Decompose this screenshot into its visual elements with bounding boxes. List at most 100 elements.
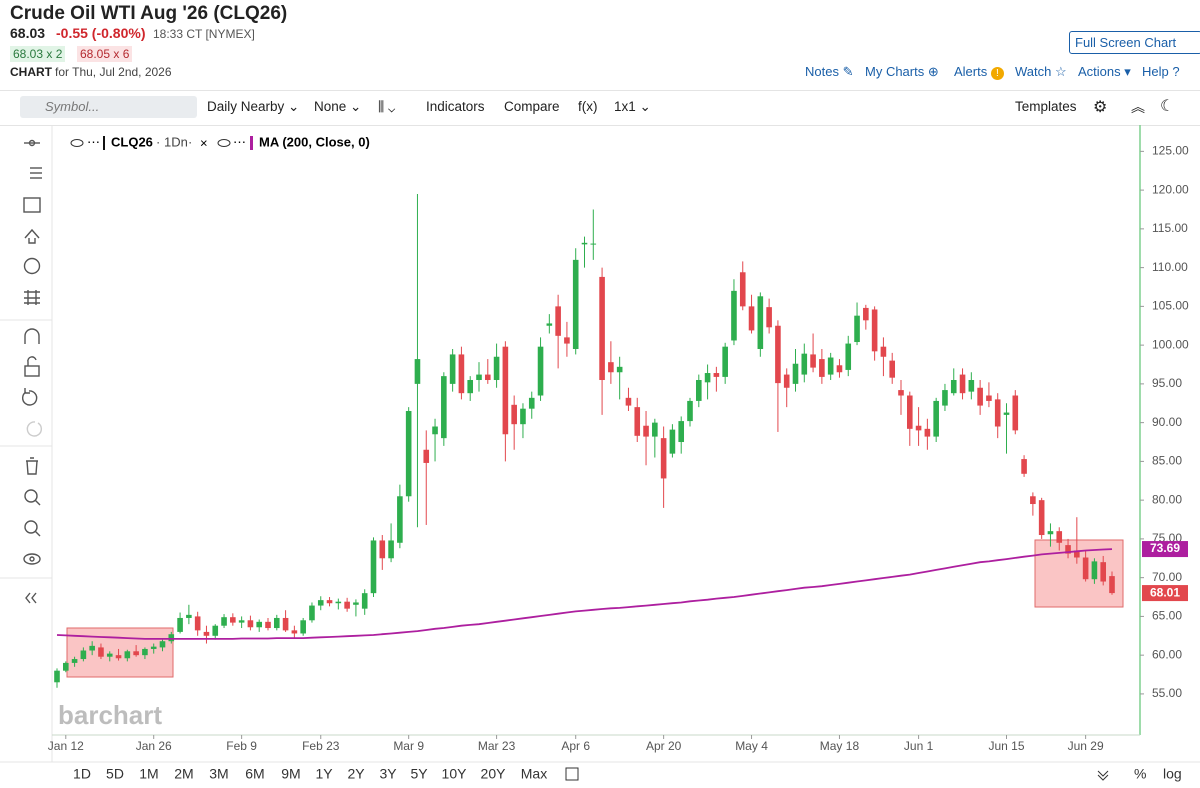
candle-body	[950, 380, 957, 394]
candle-body	[643, 425, 649, 437]
range-button[interactable]: 10Y	[442, 766, 468, 782]
candle-body	[238, 620, 245, 623]
alerts-label: Alerts	[954, 64, 988, 79]
eye-icon[interactable]	[70, 139, 84, 147]
symbol-placeholder: Symbol...	[45, 99, 100, 114]
x-tick-label: Mar 9	[393, 739, 424, 753]
tool-icon[interactable]	[24, 365, 40, 377]
theme-icon[interactable]: ☾	[1160, 98, 1175, 115]
candle-body	[203, 631, 210, 636]
collapse-icon[interactable]: ︽	[1131, 99, 1145, 115]
full-screen-button[interactable]: Full Screen Chart	[1069, 31, 1200, 54]
tool-icon[interactable]	[34, 499, 41, 506]
tool-icon[interactable]	[29, 556, 35, 562]
tool-icon[interactable]	[23, 553, 41, 565]
tool-icon[interactable]	[24, 228, 40, 244]
legend-close[interactable]: ×	[200, 135, 208, 150]
last-price: 68.03	[10, 25, 46, 41]
ma-price-tag	[1142, 541, 1188, 558]
actions-link[interactable]: Actions ▾	[1078, 64, 1131, 79]
candle-body	[449, 354, 456, 384]
candle-body	[98, 647, 104, 657]
candle-body	[695, 380, 702, 401]
range-button[interactable]: 20Y	[481, 766, 507, 782]
tool-icon[interactable]	[26, 457, 38, 475]
tool-icon[interactable]	[25, 592, 37, 604]
range-button[interactable]: 1D	[73, 766, 91, 782]
range-button[interactable]: 3M	[209, 766, 228, 782]
tool-icon[interactable]	[26, 421, 43, 437]
x-tick-label: Feb 23	[302, 739, 340, 753]
candle-body	[256, 621, 263, 628]
symbol-input[interactable]: Symbol...	[20, 96, 197, 118]
eye-icon[interactable]	[217, 139, 231, 147]
chart-type-button[interactable]: ⫼ ⌄	[378, 99, 396, 114]
range-button[interactable]: 2Y	[347, 766, 365, 782]
range-button[interactable]: 5D	[106, 766, 124, 782]
candle-body	[757, 296, 764, 350]
candle-body	[687, 400, 693, 422]
tool-icon[interactable]	[23, 257, 41, 275]
collapse-icon[interactable]	[1097, 770, 1109, 781]
candle-body	[379, 540, 386, 559]
legend-dots: ⋯	[87, 134, 100, 149]
candle-body	[783, 374, 790, 388]
tool-icon[interactable]	[21, 388, 38, 406]
percent-button[interactable]: %	[1134, 766, 1146, 782]
last-price-tag	[1142, 585, 1188, 602]
candle-body	[775, 325, 781, 384]
toolbar-item[interactable]: Compare	[504, 99, 560, 114]
range-button[interactable]: Max	[521, 766, 547, 782]
alerts-link[interactable]: Alerts !	[954, 64, 1004, 80]
candle-body	[177, 617, 183, 632]
watch-link[interactable]: Watch ☆	[1015, 64, 1067, 79]
candle-body	[265, 621, 271, 629]
toolbar-item[interactable]: Daily Nearby ⌄	[207, 99, 300, 114]
templates-button[interactable]: Templates	[1015, 99, 1077, 114]
range-button[interactable]: 6M	[245, 766, 264, 782]
tool-icon[interactable]	[28, 139, 36, 147]
last-price-label: 68.01	[1150, 585, 1180, 599]
title: Crude Oil WTI Aug '26 (CLQ26)	[10, 3, 288, 24]
my-charts-link[interactable]: My Charts ⊕	[865, 64, 939, 79]
tool-icon[interactable]	[24, 489, 38, 503]
range-button[interactable]: 5Y	[410, 766, 428, 782]
toolbar-item[interactable]: None ⌄	[314, 99, 362, 114]
candle-body	[326, 600, 333, 604]
tool-icon[interactable]	[24, 328, 40, 344]
candle-body	[819, 359, 825, 377]
candle-body	[186, 614, 192, 618]
tool-icon[interactable]	[24, 290, 40, 305]
candle-body	[608, 362, 614, 373]
toolbar-item[interactable]: f(x)	[578, 99, 598, 114]
candle-body	[555, 306, 561, 336]
candle-body	[739, 272, 746, 307]
candle-body	[291, 630, 298, 634]
tool-icon[interactable]	[34, 530, 41, 537]
range-button[interactable]: 1Y	[315, 766, 333, 782]
range-button[interactable]: 1M	[139, 766, 158, 782]
help-label: Help	[1142, 64, 1169, 79]
ma-price-label: 73.69	[1150, 541, 1180, 555]
candle-body	[669, 429, 676, 454]
help-link[interactable]: Help ?	[1142, 64, 1180, 79]
toolbar-item[interactable]: Indicators	[426, 99, 485, 114]
tool-icon[interactable]	[27, 356, 37, 366]
toolbar-item[interactable]: 1x1 ⌄	[614, 99, 651, 114]
calendar-icon[interactable]	[565, 767, 579, 781]
notes-link[interactable]: Notes ✎	[805, 64, 854, 79]
range-button[interactable]: 9M	[281, 766, 300, 782]
y-tick-label: 85.00	[1152, 454, 1182, 468]
candle-body	[625, 397, 632, 406]
range-button[interactable]: 3Y	[379, 766, 397, 782]
tool-icon[interactable]	[23, 197, 41, 213]
range-button[interactable]: 2M	[174, 766, 193, 782]
legend: ⋯ CLQ26 · 1Dn · × ⋯ MA (200, Close, 0)	[70, 134, 370, 150]
candle-body	[1003, 412, 1010, 415]
tool-icon[interactable]	[24, 520, 38, 534]
candle-body	[1091, 561, 1098, 580]
settings-icon[interactable]: ⚙	[1093, 99, 1108, 116]
log-button[interactable]: log	[1163, 766, 1182, 782]
